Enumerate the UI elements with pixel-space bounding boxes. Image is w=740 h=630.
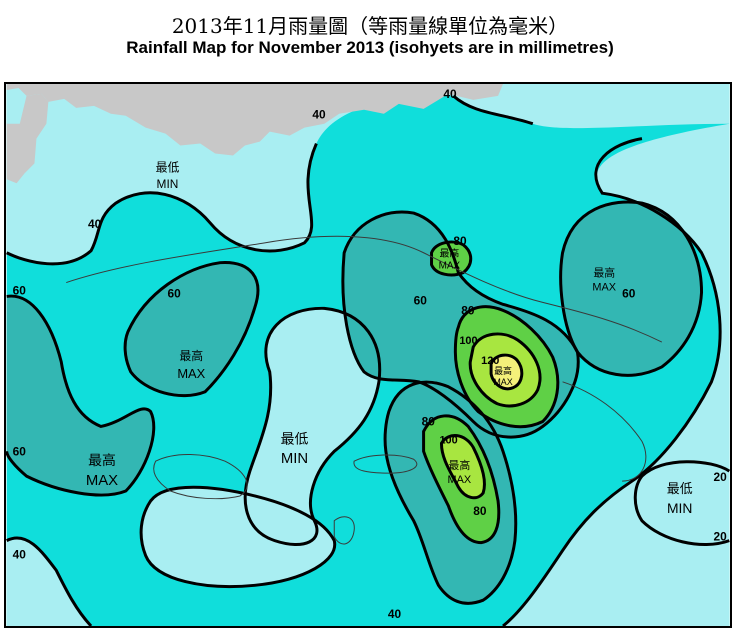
- isohyet-label: 20: [713, 530, 727, 544]
- svg-text:最高: 最高: [494, 365, 512, 376]
- extreme-labels: 最低 MIN 最高 MAX 最高 MAX 最低 MIN 最高 MAX 最高 MA…: [86, 160, 693, 515]
- coastlines: [66, 235, 663, 545]
- svg-text:MAX: MAX: [592, 281, 616, 293]
- isohyet-40-center: [243, 306, 382, 546]
- isohyet-label: 60: [13, 444, 27, 458]
- isohyet-120-central: [489, 353, 524, 391]
- isohyet-label: 80: [453, 234, 467, 248]
- isohyet-20-east: [633, 460, 730, 546]
- mainland-west-coast: [6, 123, 25, 184]
- extreme-label: 最高 MAX: [493, 365, 512, 387]
- svg-text:最高: 最高: [593, 266, 615, 280]
- isohyet-label: 20: [713, 470, 727, 484]
- band-80-100-north-max: [431, 242, 471, 275]
- svg-text:MAX: MAX: [493, 377, 512, 387]
- isohyet-label: 60: [622, 286, 636, 300]
- isohyet-label: 40: [13, 547, 27, 561]
- rainfall-map: 40 40 40 60 60 60 60 60 80 80 100 120 80…: [4, 82, 732, 628]
- mainland-shenzhen: [6, 84, 504, 156]
- svg-text:最低: 最低: [281, 430, 309, 446]
- isohyet-label: 80: [422, 414, 436, 428]
- isohyet-60-south: [383, 380, 518, 605]
- svg-text:MAX: MAX: [448, 474, 472, 486]
- svg-text:MIN: MIN: [667, 500, 692, 516]
- extreme-label: 最低 MIN: [281, 430, 309, 467]
- map-title-english: Rainfall Map for November 2013 (isohyets…: [126, 38, 614, 57]
- isohyet-label: 40: [443, 87, 457, 101]
- extreme-label: 最高 MAX: [592, 266, 616, 294]
- isohyet-lines: [6, 94, 730, 626]
- extreme-label: 最低 MIN: [667, 481, 693, 516]
- extreme-label: 最高 MAX: [177, 349, 205, 381]
- isohyet-80-south: [422, 414, 501, 545]
- band-60-80-southwest-max: [6, 296, 154, 495]
- region-below-40-center: [245, 308, 380, 545]
- isohyet-label: 80: [473, 504, 487, 518]
- coastline-lantau: [153, 454, 248, 500]
- map-title-chinese: 2013年11月雨量圖（等雨量線單位為毫米）: [171, 14, 569, 38]
- isohyet-label: 40: [388, 607, 402, 621]
- isohyet-40-south: [139, 485, 337, 589]
- svg-text:MAX: MAX: [86, 473, 118, 489]
- svg-text:最高: 最高: [88, 452, 116, 468]
- svg-text:MIN: MIN: [157, 177, 179, 191]
- region-below-20-east: [635, 461, 730, 545]
- region-below-40-south: [141, 487, 335, 587]
- svg-text:最低: 最低: [156, 160, 180, 174]
- isohyet-label: 120: [481, 355, 499, 367]
- coastline-hk-island: [353, 454, 418, 474]
- svg-text:MAX: MAX: [177, 366, 205, 381]
- band-60-80-northeast: [560, 201, 702, 376]
- coastline-sai-kung: [562, 381, 647, 482]
- isohyet-label: 80: [461, 303, 475, 317]
- isohyet-label: 100: [439, 434, 457, 446]
- isohyet-label: 60: [414, 293, 428, 307]
- isohyet-40-southwest: [6, 536, 93, 626]
- isohyet-label: 60: [167, 286, 181, 300]
- isohyet-label: 40: [88, 217, 102, 231]
- extreme-label: 最高 MAX: [86, 452, 118, 489]
- coastline-lamma: [333, 516, 355, 545]
- isohyet-60-central: [341, 210, 580, 439]
- isohyet-100-central: [468, 332, 542, 408]
- svg-text:最高: 最高: [448, 458, 470, 472]
- isohyet-40-east: [502, 137, 722, 626]
- region-below-40-southwest: [6, 537, 92, 626]
- svg-text:最低: 最低: [667, 481, 693, 496]
- isohyet-60-west-max: [123, 261, 260, 398]
- mainland-west-strip: [16, 93, 49, 174]
- isohyet-80-north-max: [430, 240, 473, 277]
- isohyet-40-top: [452, 94, 534, 126]
- isohyet-40-north: [6, 142, 318, 266]
- coastline-new-territories: [66, 235, 663, 343]
- isohyet-label: 60: [13, 283, 27, 297]
- svg-text:最高: 最高: [439, 247, 459, 260]
- svg-text:MAX: MAX: [439, 261, 461, 272]
- isohyet-label: 40: [312, 108, 326, 122]
- isohyet-100-south: [439, 434, 486, 500]
- svg-text:最高: 最高: [179, 349, 203, 363]
- extreme-label: 最低 MIN: [156, 160, 180, 191]
- svg-text:MIN: MIN: [281, 451, 308, 467]
- isohyet-value-labels: 40 40 40 60 60 60 60 60 80 80 100 120 80…: [13, 87, 727, 621]
- extreme-label: 最高 MAX: [439, 247, 461, 272]
- band-120-plus-central: [491, 355, 522, 389]
- extreme-label: 最高 MAX: [448, 458, 472, 486]
- isohyet-80-central: [453, 305, 560, 429]
- isohyet-60-southwest: [6, 294, 156, 497]
- isohyet-label: 100: [459, 335, 477, 347]
- band-60-80-west-max: [125, 262, 258, 396]
